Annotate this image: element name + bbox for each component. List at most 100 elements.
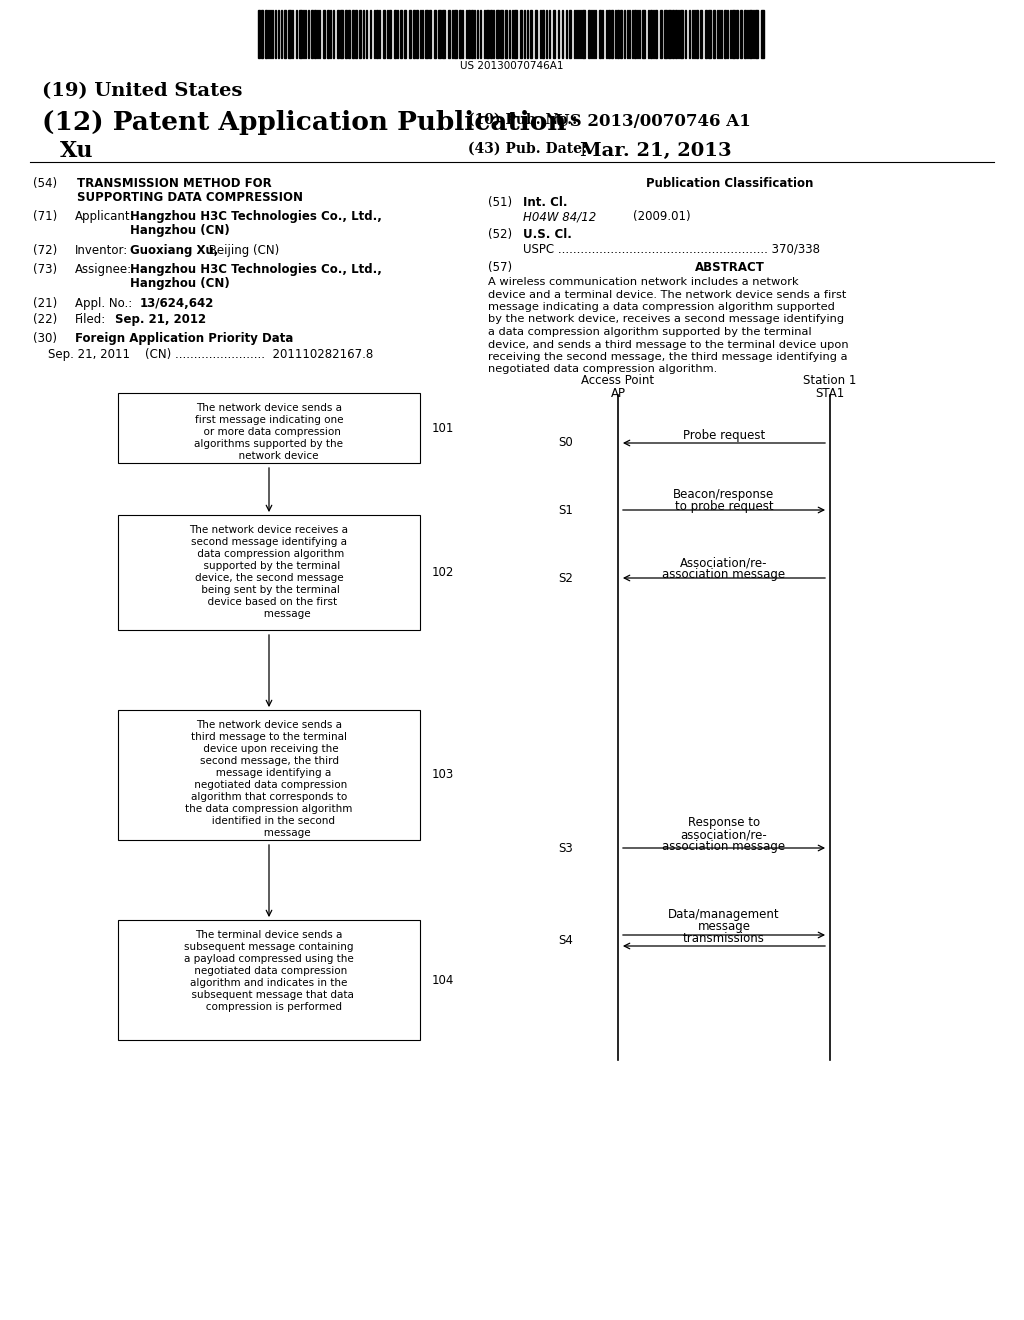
Text: (21): (21)	[33, 297, 57, 310]
Text: (12) Patent Application Publication: (12) Patent Application Publication	[42, 110, 566, 135]
Text: USPC ........................................................ 370/338: USPC ...................................…	[523, 242, 820, 255]
Bar	[352, 11, 354, 58]
Bar	[383, 11, 385, 58]
Text: ABSTRACT: ABSTRACT	[695, 261, 765, 275]
Text: the data compression algorithm: the data compression algorithm	[185, 804, 352, 814]
Text: third message to the terminal: third message to the terminal	[191, 733, 347, 742]
Text: 13/624,642: 13/624,642	[140, 297, 214, 310]
Text: device, the second message: device, the second message	[195, 573, 343, 583]
Text: (19) United States: (19) United States	[42, 82, 243, 100]
Bar	[664, 11, 667, 58]
Text: The network device receives a: The network device receives a	[189, 525, 348, 535]
Bar	[118, 710, 420, 840]
Text: (30): (30)	[33, 333, 57, 345]
Bar	[355, 11, 357, 58]
Text: Access Point: Access Point	[582, 374, 654, 387]
Text: S0: S0	[558, 437, 573, 450]
Bar	[394, 11, 396, 58]
Bar	[409, 11, 411, 58]
Text: The network device sends a: The network device sends a	[196, 719, 342, 730]
Bar	[288, 11, 291, 58]
Text: by the network device, receives a second message identifying: by the network device, receives a second…	[488, 314, 844, 325]
Text: Hangzhou H3C Technologies Co., Ltd.,: Hangzhou H3C Technologies Co., Ltd.,	[130, 210, 382, 223]
Bar	[299, 11, 302, 58]
Bar	[454, 11, 457, 58]
Text: Hangzhou (CN): Hangzhou (CN)	[130, 277, 229, 290]
Bar	[732, 11, 735, 58]
Text: device, and sends a third message to the terminal device upon: device, and sends a third message to the…	[488, 339, 849, 350]
Text: (71): (71)	[33, 210, 57, 223]
Text: transmissions: transmissions	[683, 932, 765, 945]
Bar	[668, 11, 671, 58]
Bar	[749, 11, 752, 58]
Text: S2: S2	[558, 572, 573, 585]
Bar	[634, 11, 636, 58]
Text: A wireless communication network includes a network: A wireless communication network include…	[488, 277, 799, 286]
Text: Association/re-: Association/re-	[680, 556, 768, 569]
Bar	[311, 11, 313, 58]
Text: algorithm that corresponds to: algorithm that corresponds to	[190, 792, 347, 803]
Text: 103: 103	[432, 768, 455, 781]
Text: device upon receiving the: device upon receiving the	[200, 744, 338, 754]
Bar	[438, 11, 441, 58]
Text: U.S. Cl.: U.S. Cl.	[523, 228, 571, 242]
Text: message identifying a: message identifying a	[207, 768, 332, 777]
Text: Int. Cl.: Int. Cl.	[523, 195, 567, 209]
Text: STA1: STA1	[815, 387, 845, 400]
Text: association/re-: association/re-	[681, 828, 767, 841]
Bar	[569, 11, 571, 58]
Bar	[535, 11, 537, 58]
Bar	[376, 11, 378, 58]
Text: first message indicating one: first message indicating one	[195, 414, 343, 425]
Bar	[650, 11, 652, 58]
Bar	[696, 11, 698, 58]
Text: second message, the third: second message, the third	[200, 756, 339, 766]
Bar	[345, 11, 347, 58]
Bar	[425, 11, 428, 58]
Text: The terminal device sends a: The terminal device sends a	[196, 931, 343, 940]
Text: US 2013/0070746 A1: US 2013/0070746 A1	[555, 114, 751, 129]
Text: Data/management: Data/management	[669, 908, 780, 921]
Text: Station 1: Station 1	[803, 374, 857, 387]
Bar	[705, 11, 707, 58]
Text: Assignee:: Assignee:	[75, 263, 132, 276]
Bar	[118, 920, 420, 1040]
Text: (43) Pub. Date:: (43) Pub. Date:	[468, 143, 587, 156]
Text: (22): (22)	[33, 313, 57, 326]
Bar	[542, 11, 544, 58]
Text: S4: S4	[558, 933, 573, 946]
Bar	[553, 11, 555, 58]
Text: S3: S3	[558, 842, 573, 854]
Bar	[713, 11, 715, 58]
Text: device based on the first: device based on the first	[201, 597, 337, 607]
Text: Mar. 21, 2013: Mar. 21, 2013	[580, 143, 731, 160]
Bar	[416, 11, 418, 58]
Bar	[258, 11, 766, 58]
Bar	[755, 11, 758, 58]
Text: (73): (73)	[33, 263, 57, 276]
Bar	[660, 11, 662, 58]
Bar	[500, 11, 503, 58]
Bar	[608, 11, 610, 58]
Text: a data compression algorithm supported by the terminal: a data compression algorithm supported b…	[488, 327, 812, 337]
Text: negotiated data compression: negotiated data compression	[190, 780, 347, 789]
Bar	[359, 11, 361, 58]
Text: Sep. 21, 2012: Sep. 21, 2012	[115, 313, 206, 326]
Bar	[680, 11, 683, 58]
Bar	[314, 11, 316, 58]
Bar	[118, 515, 420, 630]
Text: algorithm and indicates in the: algorithm and indicates in the	[190, 978, 348, 987]
Bar	[265, 11, 267, 58]
Bar	[582, 11, 585, 58]
Bar	[530, 11, 532, 58]
Bar	[599, 11, 601, 58]
Bar	[642, 11, 645, 58]
Bar	[340, 11, 343, 58]
Bar	[620, 11, 622, 58]
Bar	[434, 11, 436, 58]
Text: 104: 104	[432, 974, 455, 986]
Bar	[617, 11, 618, 58]
Bar	[429, 11, 431, 58]
Text: subsequent message containing: subsequent message containing	[184, 942, 353, 952]
Bar	[258, 11, 260, 58]
